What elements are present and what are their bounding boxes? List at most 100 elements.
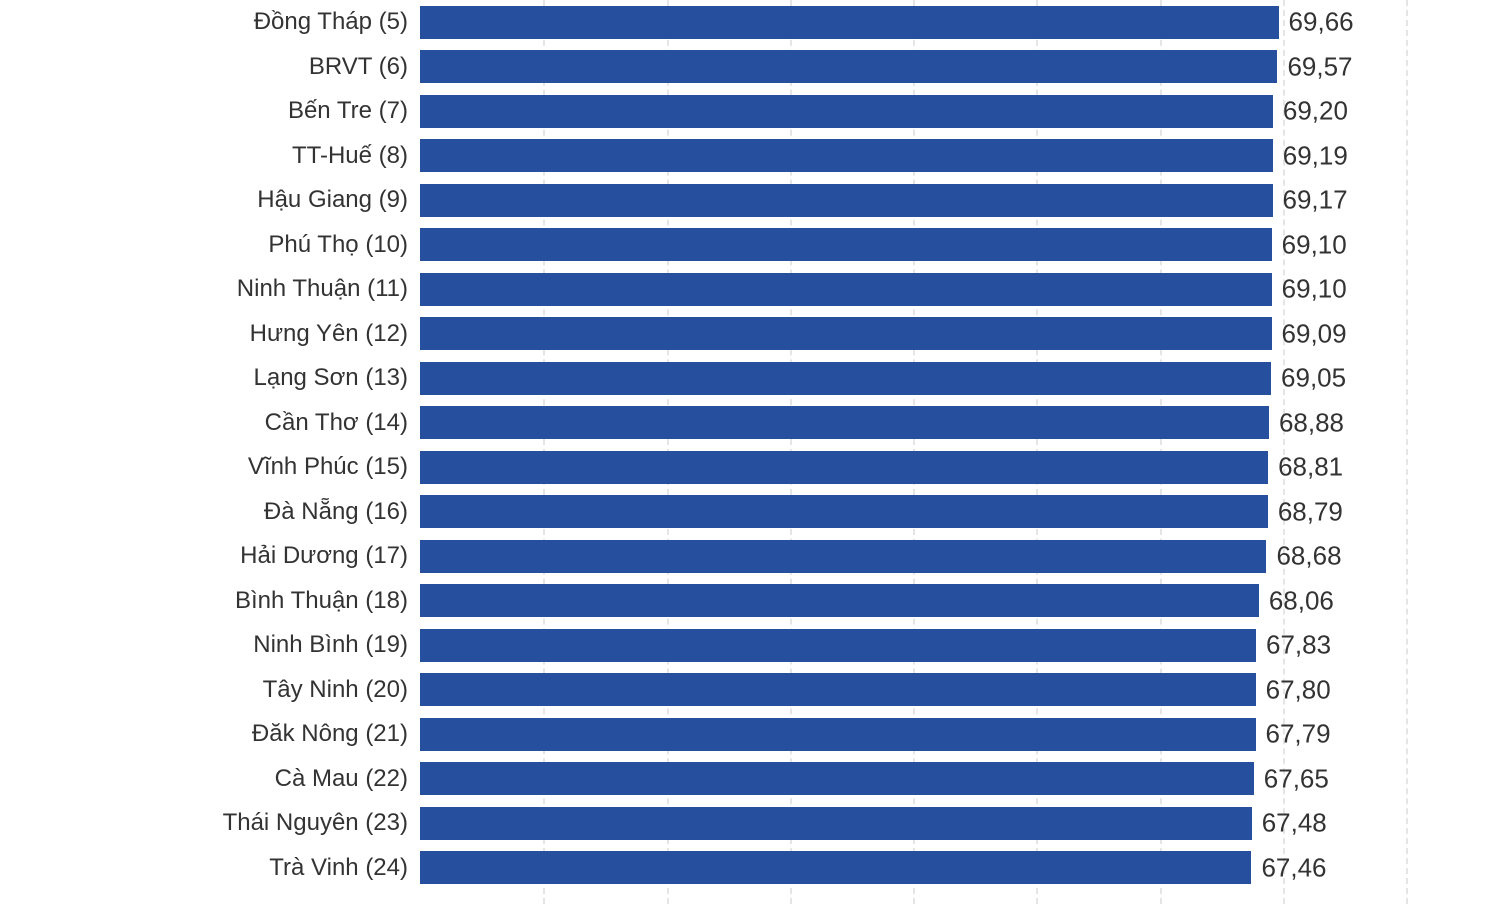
bar-cell: 69,57 [420, 45, 1506, 90]
bar-cell: 68,79 [420, 490, 1506, 535]
bar [420, 95, 1273, 128]
category-label: Vĩnh Phúc (15) [0, 453, 420, 481]
category-label: Bến Tre (7) [0, 97, 420, 125]
bar-cell: 68,06 [420, 579, 1506, 624]
bar [420, 273, 1272, 306]
bar-row: Trà Vinh (24) 67,46 [0, 846, 1506, 891]
category-label: Thái Nguyên (23) [0, 809, 420, 837]
bar [420, 50, 1277, 83]
value-label: 69,10 [1282, 229, 1347, 260]
value-label: 67,83 [1266, 630, 1331, 661]
bar-cell: 69,10 [420, 223, 1506, 268]
bar-row: Cà Mau (22) 67,65 [0, 757, 1506, 802]
bar-row: Ninh Thuận (11) 69,10 [0, 267, 1506, 312]
bar-row: Lạng Sơn (13) 69,05 [0, 356, 1506, 401]
bar-cell: 68,88 [420, 401, 1506, 446]
value-label: 67,46 [1261, 852, 1326, 883]
bar-row: Phú Thọ (10) 69,10 [0, 223, 1506, 268]
bar [420, 629, 1256, 662]
bar-cell: 67,80 [420, 668, 1506, 713]
bar-row: Vĩnh Phúc (15) 68,81 [0, 445, 1506, 490]
bar-row: BRVT (6) 69,57 [0, 45, 1506, 90]
bar-cell: 69,09 [420, 312, 1506, 357]
category-label: Lạng Sơn (13) [0, 364, 420, 392]
bar-cell: 69,05 [420, 356, 1506, 401]
bar [420, 762, 1254, 795]
bar-cell: 68,68 [420, 534, 1506, 579]
category-label: Tây Ninh (20) [0, 676, 420, 704]
bar-row: Đăk Nông (21) 67,79 [0, 712, 1506, 757]
category-label: Ninh Bình (19) [0, 631, 420, 659]
category-label: Hưng Yên (12) [0, 320, 420, 348]
bar-row: Tây Ninh (20) 67,80 [0, 668, 1506, 713]
bar-row: TT-Huế (8) 69,19 [0, 134, 1506, 179]
bar-cell: 69,20 [420, 89, 1506, 134]
value-label: 69,09 [1282, 318, 1347, 349]
value-label: 69,05 [1281, 363, 1346, 394]
category-label: Bình Thuận (18) [0, 587, 420, 615]
value-label: 69,17 [1283, 185, 1348, 216]
bar [420, 495, 1268, 528]
value-label: 68,88 [1279, 407, 1344, 438]
bar-cell: 67,48 [420, 801, 1506, 846]
bar-row: Bến Tre (7) 69,20 [0, 89, 1506, 134]
bar-row: Bình Thuận (18) 68,06 [0, 579, 1506, 624]
bar [420, 6, 1279, 39]
bar-row: Đồng Tháp (5) 69,66 [0, 0, 1506, 45]
bar [420, 139, 1273, 172]
value-label: 68,81 [1278, 452, 1343, 483]
value-label: 67,79 [1266, 719, 1331, 750]
bar-row: Hưng Yên (12) 69,09 [0, 312, 1506, 357]
category-label: Phú Thọ (10) [0, 231, 420, 259]
category-label: Ninh Thuận (11) [0, 275, 420, 303]
value-label: 67,48 [1262, 808, 1327, 839]
value-label: 67,80 [1266, 674, 1331, 705]
category-label: Đồng Tháp (5) [0, 8, 420, 36]
value-label: 67,65 [1264, 763, 1329, 794]
category-label: Đăk Nông (21) [0, 720, 420, 748]
category-label: Cà Mau (22) [0, 765, 420, 793]
value-label: 69,10 [1282, 274, 1347, 305]
bar [420, 673, 1256, 706]
category-label: Hải Dương (17) [0, 542, 420, 570]
bar-row: Đà Nẵng (16) 68,79 [0, 490, 1506, 535]
bar [420, 540, 1266, 573]
value-label: 68,68 [1276, 541, 1341, 572]
bar [420, 807, 1252, 840]
bar [420, 451, 1268, 484]
value-label: 69,19 [1283, 140, 1348, 171]
plot-area: Đồng Tháp (5) 69,66 BRVT (6) 69,57 Bến Tre (… [0, 0, 1506, 904]
value-label: 69,20 [1283, 96, 1348, 127]
bar-chart: Đồng Tháp (5) 69,66 BRVT (6) 69,57 Bến Tre (… [0, 0, 1506, 904]
bar-row: Hậu Giang (9)69,17 [0, 178, 1506, 223]
bar [420, 362, 1271, 395]
bar [420, 228, 1272, 261]
bar-cell: 67,79 [420, 712, 1506, 757]
bar-cell: 69,10 [420, 267, 1506, 312]
bar-cell: 67,65 [420, 757, 1506, 802]
bar [420, 584, 1259, 617]
bar [420, 184, 1273, 217]
value-label: 69,57 [1287, 51, 1352, 82]
bar-cell: 68,81 [420, 445, 1506, 490]
bar [420, 317, 1272, 350]
category-label: Cần Thơ (14) [0, 409, 420, 437]
bar-cell: 67,83 [420, 623, 1506, 668]
value-label: 68,06 [1269, 585, 1334, 616]
bar [420, 851, 1251, 884]
value-label: 69,66 [1289, 7, 1354, 38]
category-label: Đà Nẵng (16) [0, 498, 420, 526]
bar-cell: 67,46 [420, 846, 1506, 891]
bar-cell: 69,19 [420, 134, 1506, 179]
category-label: TT-Huế (8) [0, 142, 420, 170]
bar-row: Hải Dương (17) 68,68 [0, 534, 1506, 579]
bar-row: Ninh Bình (19) 67,83 [0, 623, 1506, 668]
bar-cell: 69,17 [420, 178, 1506, 223]
category-label: BRVT (6) [0, 53, 420, 81]
bar [420, 406, 1269, 439]
value-label: 68,79 [1278, 496, 1343, 527]
category-label: Trà Vinh (24) [0, 854, 420, 882]
bar-row: Cần Thơ (14) 68,88 [0, 401, 1506, 446]
bar-row: Thái Nguyên (23) 67,48 [0, 801, 1506, 846]
bar-cell: 69,66 [420, 0, 1506, 45]
